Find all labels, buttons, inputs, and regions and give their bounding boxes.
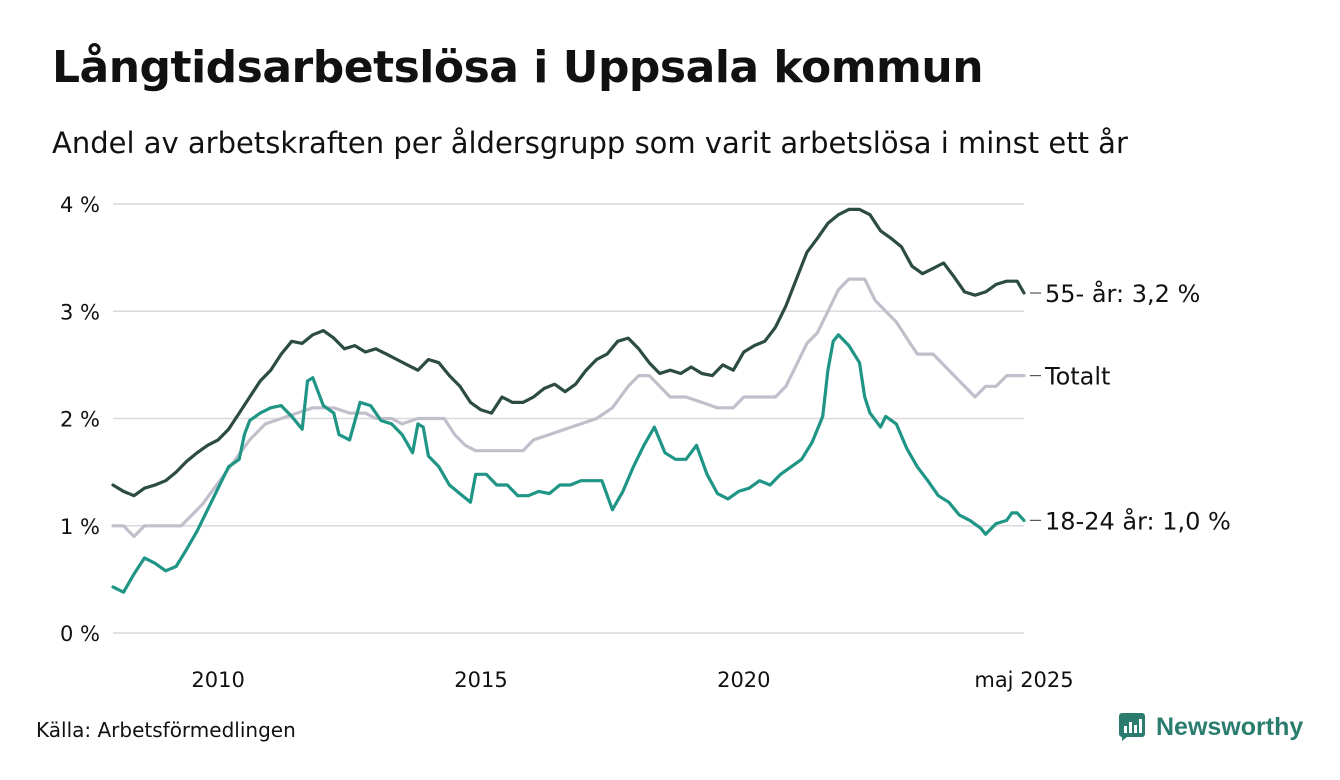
source-note: Källa: Arbetsförmedlingen bbox=[36, 718, 296, 742]
y-tick-label: 1 % bbox=[60, 515, 100, 539]
series-line-18-24-r bbox=[111, 333, 1026, 594]
y-tick-label: 2 % bbox=[60, 408, 100, 432]
x-tick-label: 2015 bbox=[454, 668, 507, 692]
y-axis-tick-labels: 0 % 1 % 2 % 3 % 4 % bbox=[60, 193, 100, 646]
y-tick-label: 3 % bbox=[60, 300, 100, 324]
brand-name: Newsworthy bbox=[1156, 712, 1304, 741]
series-labels: Totalt 55- år: 3,2 % 18-24 år: 1,0 % bbox=[1030, 279, 1231, 535]
series-lines bbox=[111, 207, 1026, 594]
x-tick-label: 2020 bbox=[717, 668, 770, 692]
y-tick-label: 0 % bbox=[60, 622, 100, 646]
x-tick-label: 2010 bbox=[191, 668, 244, 692]
newsworthy-logo-icon bbox=[1119, 713, 1145, 741]
series-line-totalt bbox=[111, 277, 1026, 539]
series-end-label: 18-24 år: 1,0 % bbox=[1045, 506, 1231, 535]
chart-title: Långtidsarbetslösa i Uppsala kommun bbox=[52, 42, 984, 93]
series-end-label: 55- år: 3,2 % bbox=[1045, 279, 1200, 308]
brand-logo: Newsworthy bbox=[1118, 712, 1303, 742]
chart-subtitle: Andel av arbetskraften per åldersgrupp s… bbox=[52, 126, 1128, 160]
series-line-55-r bbox=[111, 207, 1026, 498]
y-tick-label: 4 % bbox=[60, 193, 100, 217]
x-tick-label: maj 2025 bbox=[974, 668, 1073, 692]
x-axis-tick-labels: 2010 2015 2020 maj 2025 bbox=[191, 668, 1073, 692]
line-chart: 0 % 1 % 2 % 3 % 4 % 2010 2015 2020 maj 2025 Tot… bbox=[60, 193, 1231, 692]
series-end-label: Totalt bbox=[1044, 363, 1110, 391]
